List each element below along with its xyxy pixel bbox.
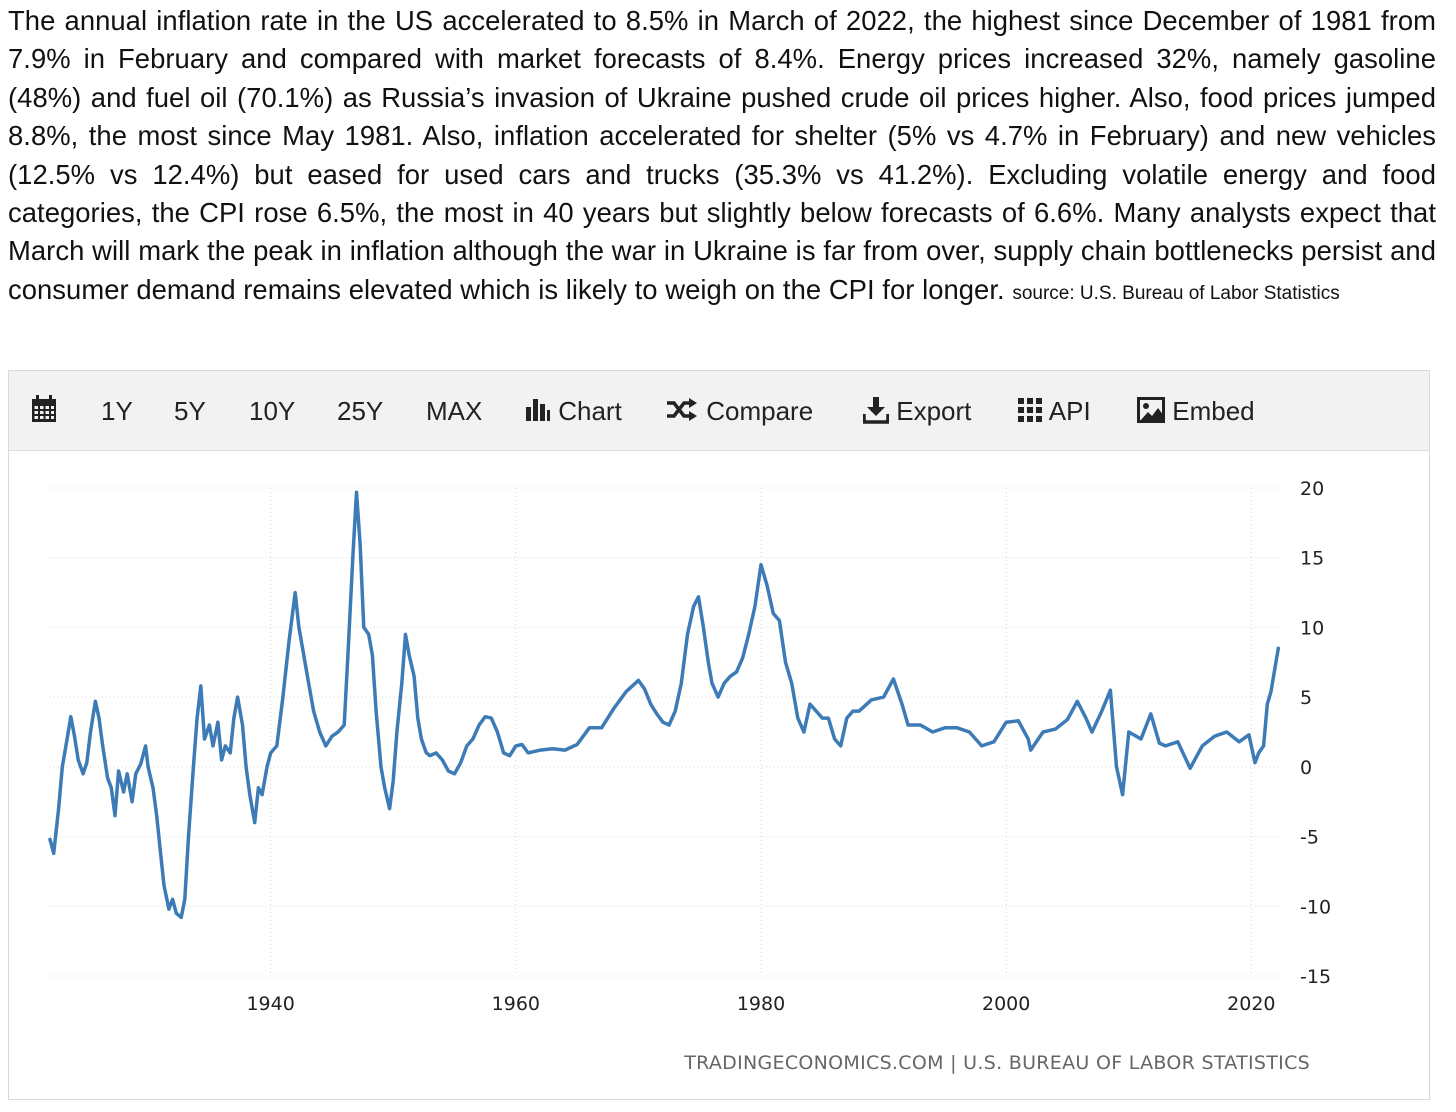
embed-button-label: Embed [1172,396,1255,426]
y-tick-label: 5 [1300,687,1312,709]
export-button[interactable]: Export [862,371,972,451]
x-tick-label: 2000 [982,993,1030,1015]
compare-button-label: Compare [706,396,814,426]
chart-button[interactable]: Chart [525,371,622,451]
range-5y-button[interactable]: 5Y [174,396,206,426]
y-tick-label: 20 [1300,478,1324,500]
inflation-rate-series-line [48,490,1281,920]
range-25y-button[interactable]: 25Y [337,396,384,426]
chart-toolbar: 1Y 5Y 10Y 25Y MAX Chart Compare Export A… [9,371,1429,451]
y-tick-label: -15 [1300,966,1331,988]
y-tick-label: -10 [1300,896,1331,918]
y-tick-label: 15 [1300,548,1324,570]
description-paragraph: The annual inflation rate in the US acce… [8,2,1436,313]
y-tick-label: 0 [1300,757,1312,779]
calendar-icon[interactable] [31,395,57,428]
x-tick-label: 1980 [737,993,785,1015]
x-tick-label: 1940 [246,993,294,1015]
grid-icon [1018,398,1042,423]
bar-chart-icon [526,399,550,422]
y-tick-label: 10 [1300,617,1324,639]
api-button[interactable]: API [1017,371,1091,451]
source-note: source: U.S. Bureau of Labor Statistics [1012,282,1340,304]
shuffle-icon [667,398,697,422]
export-button-label: Export [896,396,972,426]
compare-button[interactable]: Compare [665,371,813,451]
range-10y-button[interactable]: 10Y [249,396,296,426]
y-tick-label: -5 [1300,827,1319,849]
download-icon [862,397,890,424]
api-button-label: API [1048,396,1091,426]
range-1y-button[interactable]: 1Y [101,396,133,426]
x-tick-label: 1960 [492,993,540,1015]
range-max-button[interactable]: MAX [426,396,483,426]
embed-button[interactable]: Embed [1137,371,1255,451]
chart-button-label: Chart [558,396,622,426]
image-icon [1137,397,1165,424]
x-tick-label: 2020 [1227,993,1275,1015]
description-text: The annual inflation rate in the US acce… [8,5,1436,305]
chart-credit: TRADINGECONOMICS.COM | U.S. BUREAU OF LA… [683,1052,1310,1074]
